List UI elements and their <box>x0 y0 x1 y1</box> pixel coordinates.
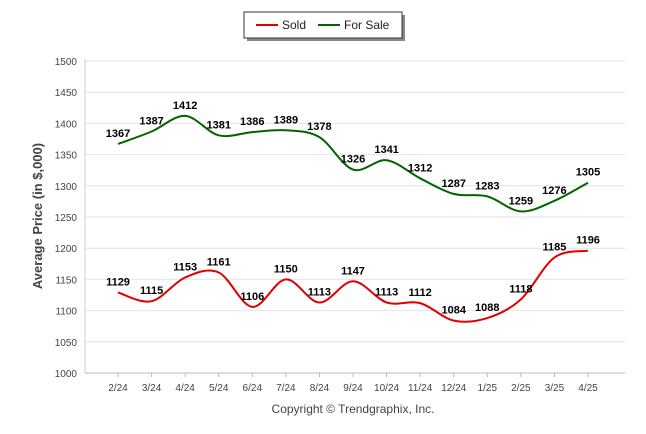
data-label: 1287 <box>441 178 465 190</box>
series-line-for-sale <box>117 114 589 213</box>
data-label: 1112 <box>409 287 432 299</box>
x-tick-label: 2/25 <box>511 383 531 394</box>
data-label: 1283 <box>475 180 499 192</box>
data-label: 1196 <box>576 235 600 247</box>
x-tick-label: 8/24 <box>310 383 330 394</box>
data-label: 1386 <box>240 116 264 128</box>
x-tick-label: 12/24 <box>441 383 466 394</box>
data-label: 1129 <box>106 277 130 289</box>
gridlines <box>85 60 625 374</box>
x-tick-label: 11/24 <box>408 383 433 394</box>
data-label: 1185 <box>542 242 566 254</box>
data-label: 1161 <box>207 257 231 269</box>
data-label: 1106 <box>240 291 264 303</box>
y-tick-label: 1250 <box>55 213 78 224</box>
y-tick-label: 1150 <box>55 275 77 286</box>
data-label: 1259 <box>509 195 533 207</box>
y-tick-label: 1200 <box>55 244 78 255</box>
x-tick-label: 3/25 <box>545 383 565 394</box>
data-label: 1088 <box>475 302 499 314</box>
y-tick-label: 1000 <box>55 369 78 380</box>
data-label: 1118 <box>509 283 532 295</box>
data-label: 1341 <box>374 144 398 156</box>
y-tick-label: 1500 <box>55 57 78 68</box>
data-label: 1305 <box>576 167 600 179</box>
data-label: 1084 <box>441 305 466 317</box>
data-labels: 1129 1115 1153 1161 1106 1150 1113 1147 1113 1112… <box>106 100 600 317</box>
data-label: 1115 <box>140 285 163 297</box>
data-label: 1276 <box>542 185 566 197</box>
legend-item-label[interactable]: Sold <box>282 18 306 32</box>
data-label: 1367 <box>106 128 130 140</box>
x-tick-label: 4/25 <box>578 383 598 394</box>
y-tick-label: 1300 <box>55 182 78 193</box>
data-label: 1387 <box>139 116 163 128</box>
x-tick-label: 6/24 <box>243 383 263 394</box>
x-tick-label: 7/24 <box>276 383 296 394</box>
series-line-sold <box>117 249 589 323</box>
y-tick-label: 1050 <box>55 338 78 349</box>
series-lines <box>117 114 589 323</box>
data-label: 1326 <box>341 154 365 166</box>
y-tick-label: 1350 <box>55 151 78 162</box>
x-tick-label: 9/24 <box>343 383 363 394</box>
x-axis-ticks: 2/24 3/24 4/24 5/24 6/24 7/24 8/24 9/24 10/24 11/… <box>108 373 598 394</box>
y-tick-label: 1450 <box>55 88 78 99</box>
data-label: 1378 <box>307 121 331 133</box>
axes <box>84 59 625 374</box>
y-axis-ticks: 1000 1050 1100 1150 1200 1250 1300 1350 1400 1450… <box>55 57 78 380</box>
data-label: 1153 <box>173 262 197 274</box>
data-label: 1312 <box>408 162 432 174</box>
x-tick-label: 4/24 <box>175 383 195 394</box>
data-label: 1147 <box>341 265 365 277</box>
data-label: 1113 <box>375 286 398 298</box>
data-label: 1150 <box>274 263 298 275</box>
x-tick-label: 10/24 <box>374 383 399 394</box>
copyright-text: Copyright © Trendgraphix, Inc. <box>272 402 435 416</box>
y-axis-label: Average Price (in $,000) <box>30 143 45 289</box>
x-tick-label: 2/24 <box>108 383 128 394</box>
x-tick-label: 1/25 <box>478 383 498 394</box>
legend-item-label[interactable]: For Sale <box>344 18 390 32</box>
data-label: 1113 <box>308 286 331 298</box>
legend[interactable]: Sold For Sale <box>243 11 405 41</box>
data-label: 1412 <box>173 100 197 112</box>
y-tick-label: 1400 <box>55 119 78 130</box>
data-label: 1389 <box>274 114 298 126</box>
x-tick-label: 5/24 <box>209 383 229 394</box>
data-label: 1381 <box>206 119 230 131</box>
y-tick-label: 1100 <box>55 307 77 318</box>
x-tick-label: 3/24 <box>142 383 162 394</box>
